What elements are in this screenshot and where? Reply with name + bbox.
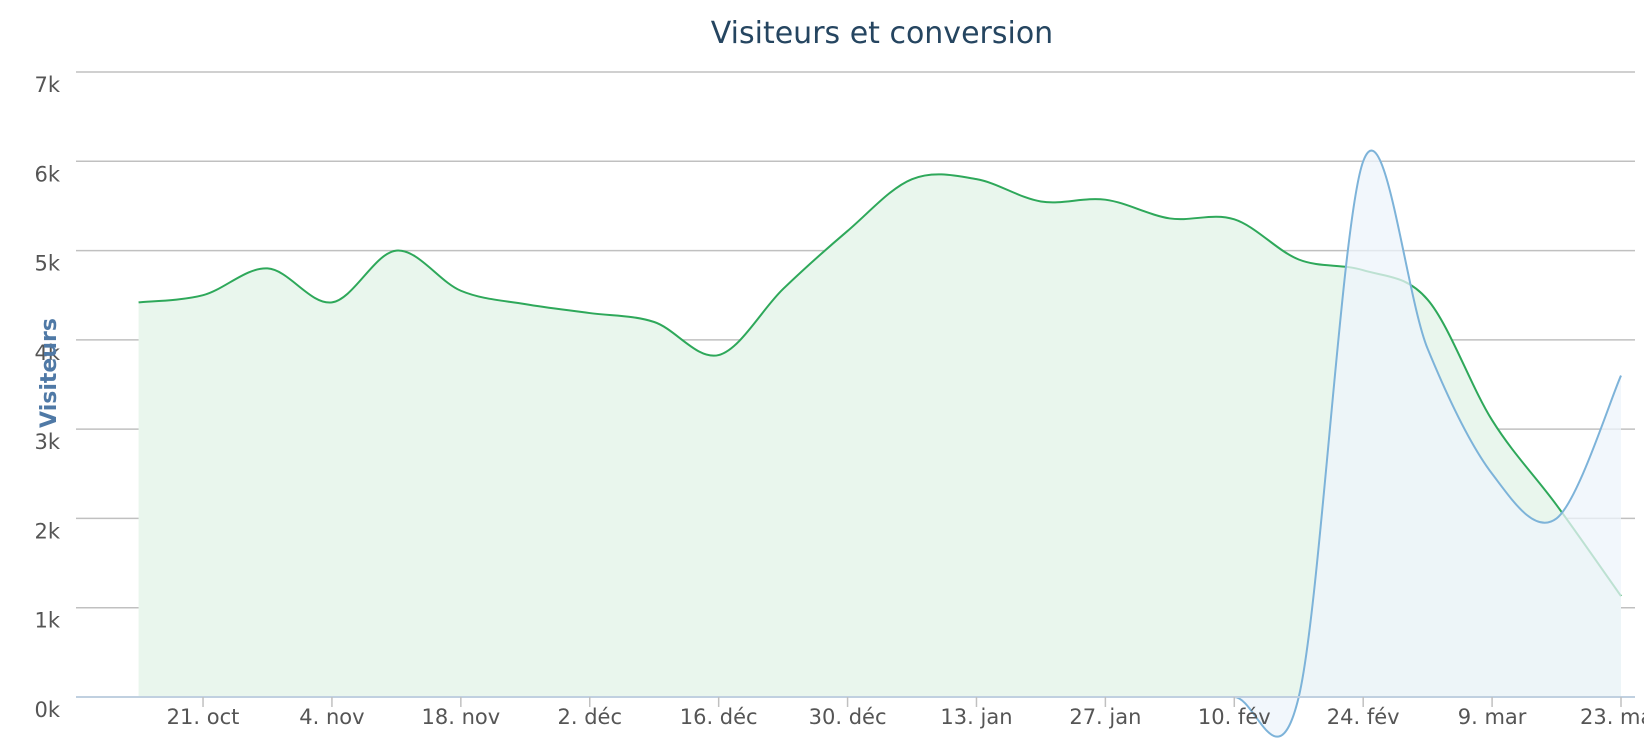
- x-tick-label: 27. jan: [1069, 705, 1141, 729]
- series-1-point[interactable]: [387, 242, 405, 260]
- y-tick-label: 7k: [34, 73, 60, 97]
- x-tick-label: 4. nov: [299, 705, 364, 729]
- y-tick-label: 5k: [34, 252, 60, 276]
- series-1-point[interactable]: [323, 293, 341, 311]
- y-tick-label: 0k: [34, 698, 60, 722]
- x-tick-label: 10. fév: [1198, 705, 1271, 729]
- series-1-point[interactable]: [839, 222, 857, 240]
- series-1-point[interactable]: [581, 304, 599, 322]
- x-tick-label: 24. fév: [1327, 705, 1400, 729]
- series-1-point[interactable]: [130, 293, 148, 311]
- y-tick-label: 4k: [34, 341, 60, 365]
- x-tick-label: 30. déc: [809, 705, 887, 729]
- series-2-point[interactable]: [1419, 340, 1437, 358]
- series-1-point[interactable]: [645, 313, 663, 331]
- series-1-point[interactable]: [1483, 411, 1501, 429]
- y-tick-label: 3k: [34, 430, 60, 454]
- x-tick-label: 13. jan: [940, 705, 1012, 729]
- y-axis-label: Visiteurs: [37, 318, 62, 428]
- y-tick-label: 6k: [34, 162, 60, 186]
- x-axis: 21. oct 4. nov 18. nov 2. déc 16. déc 30. déc…: [76, 696, 1644, 729]
- series-1-point[interactable]: [710, 346, 728, 364]
- series-2-point[interactable]: [1483, 465, 1501, 483]
- x-tick-label: 18. nov: [422, 705, 501, 729]
- series-2-point[interactable]: [1548, 509, 1566, 527]
- series-1-point[interactable]: [903, 170, 921, 188]
- series-1-point[interactable]: [1096, 191, 1114, 209]
- series-1-point[interactable]: [774, 280, 792, 298]
- series-2-area: [138, 150, 1622, 737]
- series-2-point[interactable]: [1612, 367, 1630, 385]
- series-1-point[interactable]: [258, 259, 276, 277]
- series-2-point[interactable]: [1354, 152, 1372, 170]
- y-axis: 0k 1k 2k 3k 4k 5k 6k 7k: [34, 73, 60, 722]
- x-tick-label: 23. mar: [1580, 705, 1644, 729]
- series-1-point[interactable]: [1161, 209, 1179, 227]
- series-1-point[interactable]: [194, 286, 212, 304]
- series-1-point[interactable]: [1419, 291, 1437, 309]
- y-tick-label: 1k: [34, 609, 60, 633]
- series-1-point[interactable]: [516, 295, 534, 313]
- x-tick-label: 2. déc: [557, 705, 622, 729]
- x-tick-label: 9. mar: [1458, 705, 1527, 729]
- series-1-point[interactable]: [1032, 192, 1050, 210]
- x-tick-label: 21. oct: [167, 705, 240, 729]
- series-1-point[interactable]: [967, 170, 985, 188]
- series-1-point[interactable]: [1290, 251, 1308, 269]
- series-1-point[interactable]: [1225, 210, 1243, 228]
- x-tick-label: 16. déc: [680, 705, 758, 729]
- series-1-area: [138, 174, 1622, 697]
- series-1-point[interactable]: [452, 282, 470, 300]
- series-layer: [130, 149, 1630, 738]
- y-tick-label: 2k: [34, 519, 60, 543]
- chart-title: Visiteurs et conversion: [711, 16, 1053, 51]
